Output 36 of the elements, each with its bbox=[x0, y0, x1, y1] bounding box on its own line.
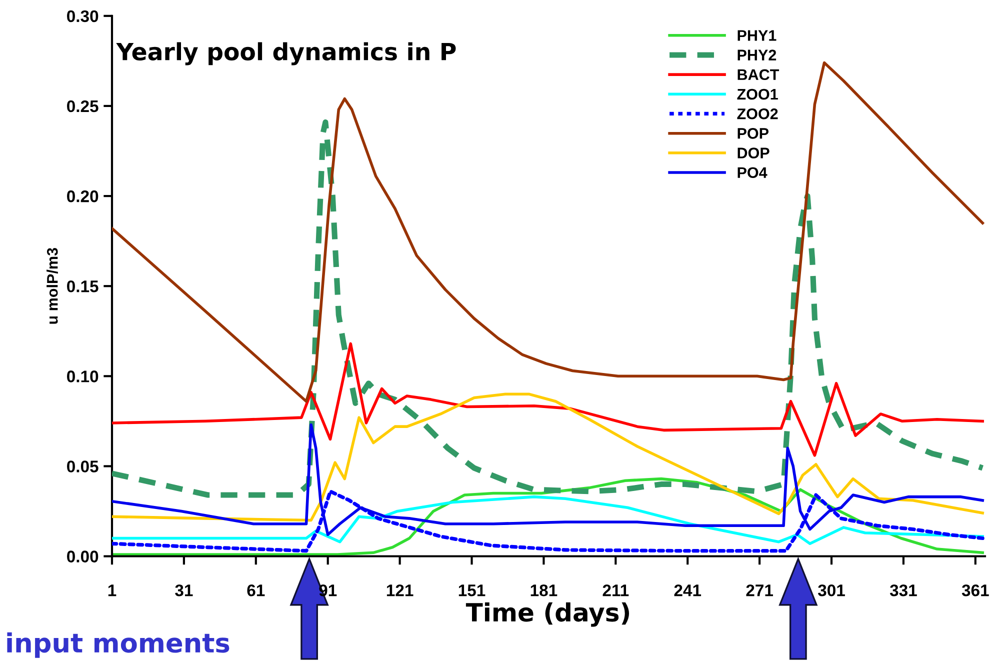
x-tick-label: 31 bbox=[175, 584, 193, 596]
text: input moments bbox=[7, 632, 230, 658]
y-tick-label: 0.10 bbox=[67, 370, 98, 382]
x-tick-label: 61 bbox=[247, 584, 265, 596]
y-tick-label: 0.30 bbox=[67, 10, 98, 22]
legend-label: PHY1 bbox=[738, 30, 776, 41]
line-series bbox=[112, 490, 984, 553]
y-tick-label: 0.25 bbox=[67, 100, 98, 112]
text: Yearly pool dynamics in P bbox=[116, 42, 456, 66]
legend-label: PO4 bbox=[738, 167, 768, 178]
line-series bbox=[112, 495, 984, 546]
legend-label: PHY2 bbox=[738, 50, 776, 60]
y-axis-title: u molP/m3 bbox=[46, 248, 58, 324]
x-tick-label: 211 bbox=[602, 584, 629, 596]
legend-label: DOP bbox=[738, 148, 770, 158]
x-tick-label: 241 bbox=[674, 584, 702, 596]
line-series bbox=[112, 392, 984, 522]
y-tick-label: 0.15 bbox=[67, 280, 98, 292]
x-tick-label: 1 bbox=[108, 584, 116, 596]
y-tick-label: 0.00 bbox=[67, 550, 98, 562]
legend-label: POP bbox=[738, 128, 768, 139]
legend-label: ZOO2 bbox=[737, 108, 778, 120]
legend-label: ZOO1 bbox=[737, 88, 778, 100]
x-tick-label: 331 bbox=[890, 584, 917, 596]
x-tick-label: 361 bbox=[962, 584, 989, 596]
line-series bbox=[112, 423, 984, 536]
x-tick-label: 151 bbox=[458, 584, 486, 596]
x-tick-label: 181 bbox=[530, 584, 558, 596]
legend-label: BACT bbox=[738, 69, 780, 80]
line-series bbox=[112, 342, 984, 457]
x-axis-title: Time (days) bbox=[466, 602, 630, 627]
x-tick-label: 121 bbox=[386, 584, 414, 596]
y-tick-label: 0.05 bbox=[67, 460, 98, 472]
x-tick-label: 271 bbox=[746, 584, 773, 596]
x-tick-label: 301 bbox=[818, 584, 845, 596]
y-tick-label: 0.20 bbox=[67, 190, 98, 202]
